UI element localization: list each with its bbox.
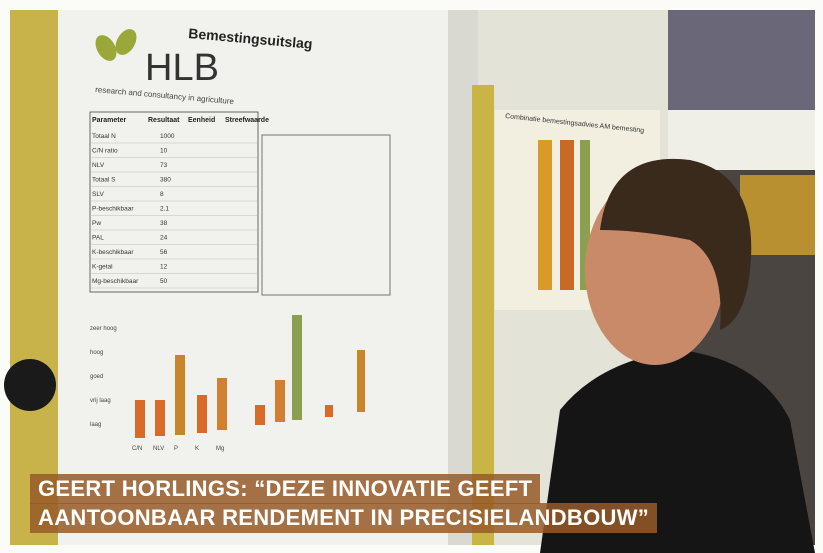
category-label: K — [195, 446, 199, 452]
page: HLB research and consultancy in agricult… — [0, 0, 823, 553]
bar — [197, 395, 207, 433]
side-column — [560, 140, 574, 290]
table-cell: 56 — [160, 249, 168, 256]
table-header: Resultaat — [148, 117, 180, 124]
table-cell: 2.1 — [160, 206, 169, 213]
side-column — [538, 140, 552, 290]
table-cell: 38 — [160, 220, 168, 227]
category-label: P — [174, 446, 178, 452]
category-label: C/N — [132, 446, 142, 452]
table-cell: P-beschikbaar — [92, 206, 134, 213]
table-cell: SLV — [92, 191, 104, 198]
table-header: Eenheid — [188, 117, 215, 124]
level-label: hoog — [90, 350, 103, 356]
scene: HLB research and consultancy in agricult… — [0, 0, 823, 553]
table-cell: Mg-beschikbaar — [92, 278, 139, 285]
table-cell: C/N ratio — [92, 148, 118, 155]
table-cell: Totaal N — [92, 133, 116, 140]
table-cell: Totaal S — [92, 177, 116, 184]
level-label: goed — [90, 374, 103, 380]
caption-line: GEERT HORLINGS: “DEZE INNOVATIE GEEFT — [30, 474, 540, 504]
bar — [325, 405, 333, 417]
ceiling — [668, 10, 815, 110]
bar — [357, 350, 365, 412]
table-cell: 12 — [160, 264, 168, 271]
table-cell: 24 — [160, 235, 168, 242]
bar — [255, 405, 265, 425]
photo: HLB research and consultancy in agricult… — [0, 0, 823, 553]
yellow-frame — [10, 10, 58, 545]
category-label: Mg — [216, 446, 224, 452]
table-cell: PAL — [92, 235, 104, 242]
table-cell: 73 — [160, 162, 168, 169]
bar — [275, 380, 285, 422]
level-label: laag — [90, 422, 101, 428]
table-cell: 1000 — [160, 133, 175, 140]
table-cell: 380 — [160, 177, 171, 184]
bar — [175, 355, 185, 435]
bar — [292, 315, 302, 420]
table-cell: 8 — [160, 191, 164, 198]
bar — [155, 400, 165, 436]
bar — [217, 378, 227, 430]
table-cell: NLV — [92, 162, 105, 169]
table-cell: 10 — [160, 148, 168, 155]
table-header: Parameter — [92, 117, 127, 124]
logo: HLB — [145, 47, 219, 89]
stand — [740, 175, 815, 255]
category-label: NLV — [153, 446, 164, 452]
caption-line: AANTOONBAAR RENDEMENT IN PRECISIELANDBOU… — [30, 503, 657, 533]
table-cell: Pw — [92, 220, 101, 227]
microphone — [4, 359, 56, 411]
level-label: zeer hoog — [90, 326, 117, 332]
table-cell: K-beschikbaar — [92, 249, 134, 256]
table-cell: K-getal — [92, 264, 113, 271]
table-header: Streefwaarde — [225, 117, 269, 124]
table-cell: 50 — [160, 278, 168, 285]
bar — [135, 400, 145, 438]
level-label: vrij laag — [90, 398, 111, 404]
